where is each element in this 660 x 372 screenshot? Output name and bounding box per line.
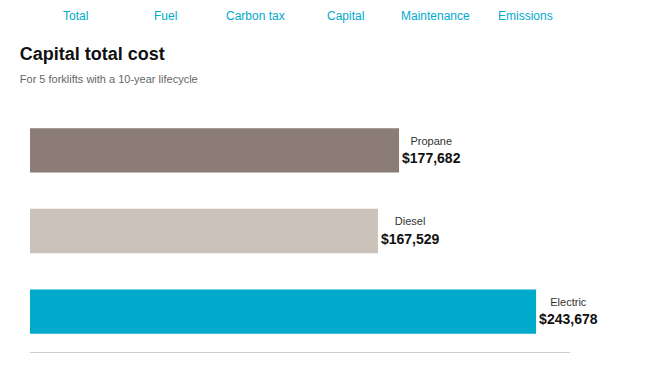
svg-text:Carbon tax: Carbon tax	[226, 9, 285, 23]
svg-text:Capital total costFor 5 forkli: Capital total costFor 5 forklifts with a…	[20, 44, 198, 85]
svg-text:Fuel: Fuel	[154, 9, 177, 23]
svg-text:Capital: Capital	[327, 9, 364, 23]
svg-text:Diesel$167,529: Diesel$167,529	[381, 215, 440, 246]
svg-text:Maintenance: Maintenance	[401, 9, 470, 23]
svg-text:Emissions: Emissions	[498, 9, 553, 23]
svg-text:Electric$243,678: Electric$243,678	[539, 296, 598, 327]
svg-text:Propane$177,682: Propane$177,682	[402, 135, 461, 166]
svg-text:Total: Total	[63, 9, 88, 23]
